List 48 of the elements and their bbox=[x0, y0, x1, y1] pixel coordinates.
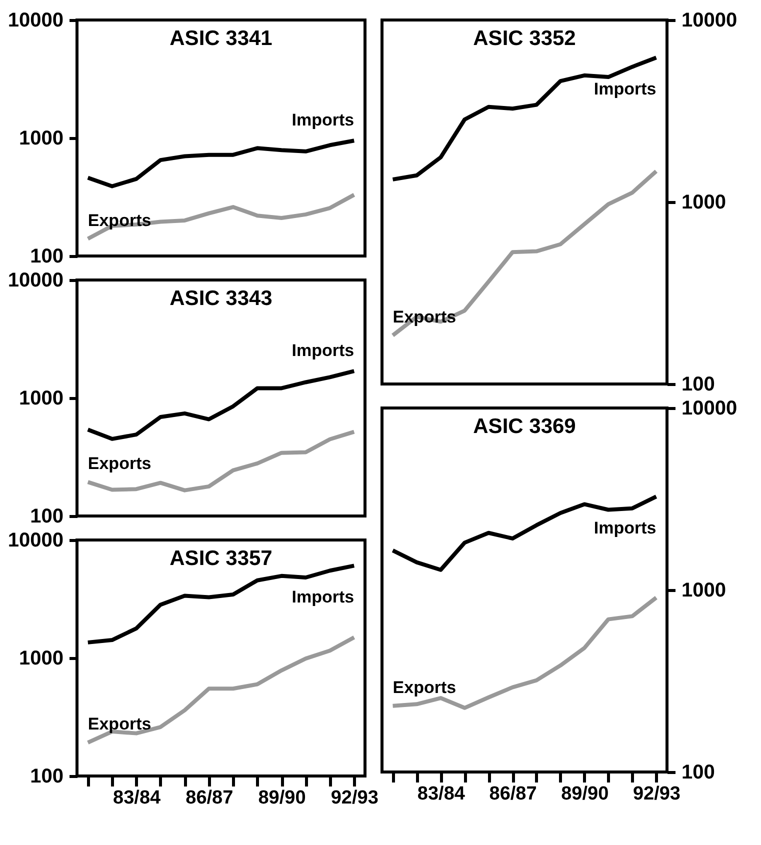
chart-title: ASIC 3352 bbox=[473, 27, 576, 50]
line-series bbox=[86, 138, 356, 188]
line-series bbox=[86, 369, 356, 441]
series-label: Imports bbox=[292, 110, 354, 130]
y-tick-label: 1000 bbox=[19, 388, 64, 410]
line-series bbox=[390, 56, 658, 182]
line-series bbox=[86, 192, 356, 241]
series-label: Exports bbox=[88, 714, 152, 734]
line-series bbox=[390, 494, 658, 572]
line-series bbox=[86, 564, 356, 644]
line-series bbox=[86, 430, 356, 492]
y-tick-label: 100 bbox=[682, 374, 715, 396]
y-tick-label: 100 bbox=[30, 766, 64, 788]
y-tick-label: 1000 bbox=[682, 192, 726, 214]
series-label: Exports bbox=[88, 210, 152, 230]
line-series bbox=[86, 635, 356, 745]
y-tick-label: 1000 bbox=[19, 648, 64, 670]
y-tick-label: 100 bbox=[30, 246, 64, 268]
series-label: Imports bbox=[292, 588, 354, 607]
series-label: Imports bbox=[594, 518, 656, 538]
y-tick-label: 100 bbox=[30, 506, 64, 528]
x-tick-label: 86/87 bbox=[489, 784, 537, 804]
x-tick-label: 89/90 bbox=[258, 788, 306, 808]
y-tick-label: 1000 bbox=[682, 580, 726, 602]
x-tick-label: 92/93 bbox=[330, 788, 378, 808]
y-tick-label: 10000 bbox=[8, 530, 64, 552]
x-tick-label: 89/90 bbox=[561, 784, 609, 804]
line-series bbox=[390, 169, 658, 338]
line-series bbox=[390, 596, 658, 710]
y-tick-label: 10000 bbox=[682, 398, 738, 420]
chart-title: ASIC 3341 bbox=[170, 27, 273, 50]
x-tick-label: 86/87 bbox=[186, 788, 234, 808]
chart-title: ASIC 3343 bbox=[170, 287, 272, 310]
series-label: Imports bbox=[594, 80, 656, 99]
y-tick-label: 10000 bbox=[682, 10, 738, 32]
y-tick-label: 10000 bbox=[8, 270, 64, 292]
chart-title: ASIC 3357 bbox=[170, 547, 272, 570]
x-tick-label: 83/84 bbox=[113, 788, 161, 808]
y-tick-label: 10000 bbox=[8, 10, 64, 32]
x-tick-label: 92/93 bbox=[632, 784, 680, 804]
series-label: Exports bbox=[392, 678, 456, 697]
y-tick-label: 1000 bbox=[19, 128, 64, 150]
series-label: Exports bbox=[88, 454, 152, 474]
y-tick-label: 100 bbox=[682, 762, 715, 784]
x-tick-label: 83/84 bbox=[417, 784, 466, 804]
chart-title: ASIC 3369 bbox=[473, 415, 576, 438]
series-label: Imports bbox=[292, 341, 354, 360]
series-label: Exports bbox=[392, 307, 456, 326]
